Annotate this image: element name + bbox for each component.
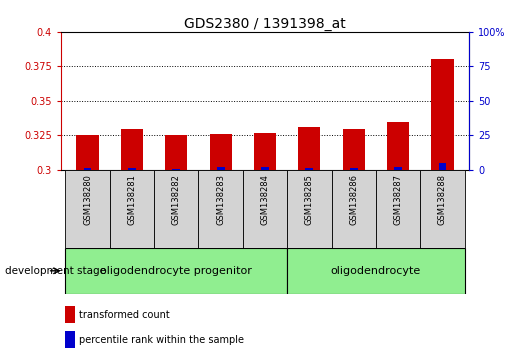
- Bar: [165, 135, 188, 170]
- Bar: [209, 134, 232, 170]
- Text: GSM138287: GSM138287: [394, 174, 403, 225]
- Bar: [243, 170, 287, 248]
- Bar: [420, 170, 465, 248]
- Bar: [305, 168, 313, 170]
- Bar: [342, 129, 365, 170]
- Bar: [394, 167, 402, 170]
- Bar: [438, 163, 446, 170]
- Bar: [110, 170, 154, 248]
- Bar: [172, 169, 180, 170]
- Text: GSM138285: GSM138285: [305, 174, 314, 225]
- Bar: [287, 170, 332, 248]
- Bar: [65, 331, 75, 348]
- Bar: [387, 121, 409, 170]
- Bar: [128, 168, 136, 170]
- Text: GSM138283: GSM138283: [216, 174, 225, 225]
- Bar: [431, 59, 454, 170]
- Bar: [65, 170, 110, 248]
- Text: GSM138281: GSM138281: [127, 174, 136, 225]
- Text: oligodendrocyte: oligodendrocyte: [331, 266, 421, 276]
- Bar: [287, 248, 465, 294]
- Text: GSM138284: GSM138284: [261, 174, 269, 225]
- Bar: [217, 167, 225, 170]
- Bar: [198, 170, 243, 248]
- Bar: [261, 167, 269, 170]
- Bar: [298, 127, 321, 170]
- Text: transformed count: transformed count: [80, 310, 170, 320]
- Title: GDS2380 / 1391398_at: GDS2380 / 1391398_at: [184, 17, 346, 31]
- Bar: [154, 170, 198, 248]
- Text: percentile rank within the sample: percentile rank within the sample: [80, 335, 244, 344]
- Bar: [76, 135, 99, 170]
- Bar: [65, 248, 287, 294]
- Bar: [332, 170, 376, 248]
- Text: GSM138280: GSM138280: [83, 174, 92, 225]
- Text: oligodendrocyte progenitor: oligodendrocyte progenitor: [100, 266, 252, 276]
- Text: development stage: development stage: [5, 266, 107, 276]
- Bar: [350, 168, 358, 170]
- Bar: [254, 133, 276, 170]
- Bar: [376, 170, 420, 248]
- Text: GSM138288: GSM138288: [438, 174, 447, 225]
- Text: GSM138282: GSM138282: [172, 174, 181, 225]
- Bar: [121, 129, 143, 170]
- Text: GSM138286: GSM138286: [349, 174, 358, 225]
- Bar: [84, 168, 92, 170]
- Bar: [65, 306, 75, 323]
